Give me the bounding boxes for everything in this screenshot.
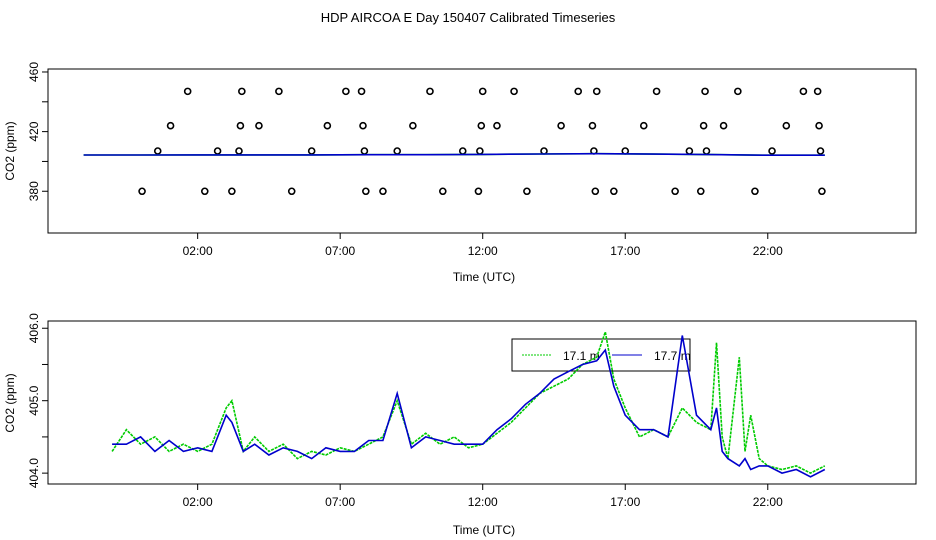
legend-label-17-7m: 17.7 m: [654, 349, 691, 363]
data-point: [478, 87, 487, 96]
top-plot-frame: [47, 68, 917, 234]
data-point: [476, 147, 484, 155]
bottom-y-axis-label: CO2 (ppm): [3, 373, 17, 432]
series-line-17-1-m: [111, 328, 826, 474]
y-tick-label: 460: [27, 62, 41, 82]
data-point: [426, 87, 434, 96]
x-tick-label: 12:00: [468, 495, 498, 509]
data-point: [200, 187, 209, 196]
x-tick-label: 07:00: [325, 495, 355, 509]
series-line-co2-2: [83, 152, 825, 156]
data-point: [138, 187, 146, 196]
data-point: [540, 147, 548, 155]
data-point: [818, 187, 826, 196]
y-tick-label: 405.0: [27, 385, 41, 415]
x-tick-label: 22:00: [753, 495, 783, 509]
data-point: [493, 121, 501, 130]
data-point: [815, 121, 823, 130]
data-point: [701, 87, 709, 96]
data-point: [702, 147, 711, 155]
x-tick-label: 12:00: [468, 244, 498, 258]
data-point: [574, 87, 583, 96]
data-point: [610, 187, 618, 196]
data-point: [255, 121, 263, 130]
data-point: [362, 187, 370, 196]
x-tick-label: 07:00: [325, 244, 355, 258]
data-point: [228, 187, 236, 196]
data-point: [799, 87, 808, 96]
series-line-17-7-m: [112, 335, 826, 478]
data-point: [592, 87, 601, 96]
data-point: [393, 147, 401, 155]
bottom-panel: Time (UTC) CO2 (ppm) 17.1 m 17.7 m 02:00…: [3, 313, 917, 537]
data-point: [183, 87, 192, 96]
bottom-x-axis-label: Time (UTC): [453, 523, 515, 537]
data-point: [523, 187, 531, 196]
data-point: [591, 187, 600, 196]
data-point: [458, 147, 467, 155]
data-point: [696, 187, 705, 196]
data-point: [734, 87, 742, 96]
data-point: [477, 121, 486, 130]
top-x-axis-label: Time (UTC): [453, 270, 515, 284]
data-point: [213, 147, 222, 155]
data-point: [357, 87, 366, 96]
top-panel: Time (UTC) CO2 (ppm) 02:00 07:00 12:00 17:0…: [3, 62, 917, 284]
x-tick-label: 02:00: [183, 495, 213, 509]
x-tick-label: 22:00: [753, 244, 783, 258]
data-point: [439, 187, 447, 196]
data-point: [652, 87, 661, 96]
data-point: [235, 147, 243, 155]
data-point: [782, 121, 791, 130]
data-point: [236, 121, 245, 130]
data-point: [816, 147, 825, 155]
data-point: [474, 187, 483, 196]
y-tick-label: 404.0: [27, 458, 41, 488]
y-tick-label: 406.0: [27, 313, 41, 343]
x-tick-label: 17:00: [610, 495, 640, 509]
data-point: [307, 147, 316, 155]
x-tick-label: 02:00: [183, 244, 213, 258]
data-point: [557, 121, 565, 130]
data-point: [409, 121, 417, 130]
data-point: [360, 147, 369, 155]
data-point: [639, 121, 648, 130]
data-point: [323, 121, 332, 130]
y-tick-label: 380: [27, 181, 41, 201]
data-point: [768, 147, 776, 155]
figure-title: HDP AIRCOA E Day 150407 Calibrated Times…: [321, 10, 616, 25]
data-point: [719, 121, 728, 130]
data-point: [510, 87, 518, 96]
data-point: [287, 187, 296, 196]
data-point: [751, 187, 759, 196]
y-tick-label: 420: [27, 121, 41, 141]
data-point: [588, 121, 597, 130]
data-point: [359, 121, 367, 130]
data-point: [813, 87, 822, 96]
data-point: [685, 147, 694, 155]
data-point: [379, 187, 387, 196]
x-tick-label: 17:00: [610, 244, 640, 258]
data-point: [166, 121, 175, 130]
data-point: [275, 87, 283, 96]
data-point: [671, 187, 679, 196]
data-point: [699, 121, 708, 130]
bottom-plot-frame: [47, 320, 917, 485]
data-point: [342, 87, 350, 96]
data-point: [238, 87, 246, 96]
top-y-axis-label: CO2 (ppm): [3, 121, 17, 180]
data-point: [153, 147, 162, 155]
